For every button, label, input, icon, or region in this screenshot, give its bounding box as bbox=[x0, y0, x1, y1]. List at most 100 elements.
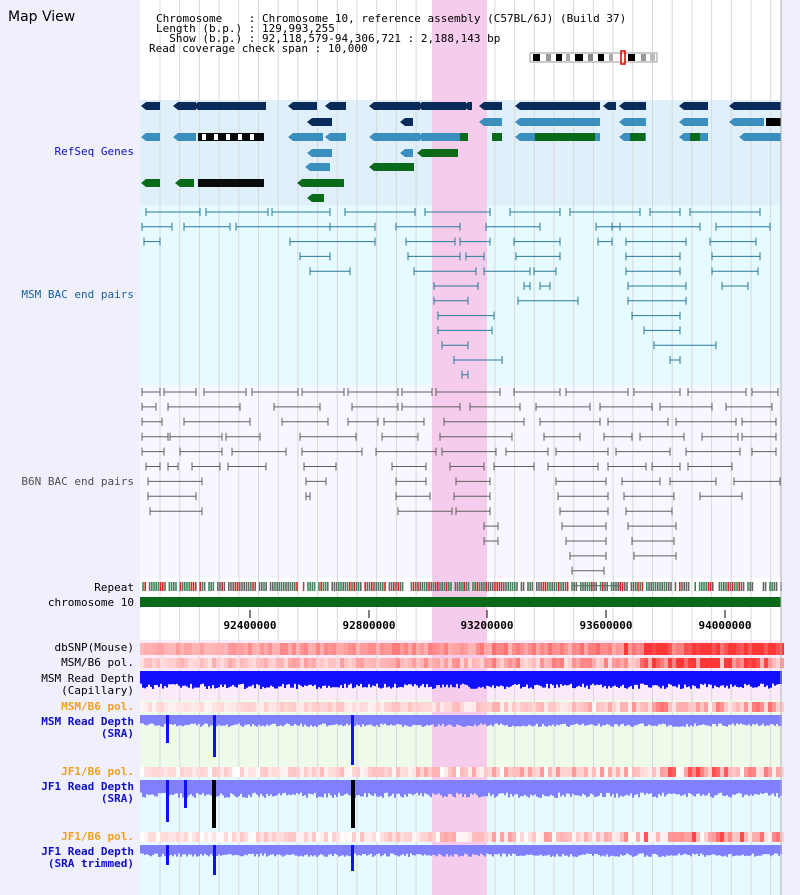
jf1-pol-heat-cell bbox=[644, 767, 648, 777]
dbsnp-heat-cell bbox=[740, 643, 744, 655]
jf1-sra-depth-bar bbox=[706, 780, 708, 796]
dbsnp-heat-cell bbox=[288, 643, 292, 655]
jf1-sra-depth-bar bbox=[358, 780, 360, 796]
dbsnp-heat-cell bbox=[640, 643, 644, 655]
msm-pol-heat-cell bbox=[776, 658, 780, 668]
msm-pol2-heat-cell bbox=[308, 702, 312, 712]
jf1-sra-depth-bar bbox=[462, 780, 464, 798]
jf1-pol-heat-cell bbox=[448, 767, 452, 777]
jf1-sra-depth-bar bbox=[414, 780, 416, 795]
repeat-element bbox=[511, 582, 514, 591]
msm-pol2-heat-cell bbox=[352, 702, 356, 712]
jf1-pol2-heat-cell bbox=[364, 832, 368, 842]
dbsnp-heat-cell bbox=[748, 643, 752, 655]
jf1-trim-depth-bar bbox=[412, 845, 414, 856]
jf1-trim-depth-bar bbox=[496, 845, 498, 855]
repeat-element bbox=[397, 582, 399, 591]
jf1-pol-heat-cell bbox=[568, 767, 572, 777]
jf1-trim-depth-bar bbox=[538, 845, 540, 856]
jf1-sra-depth-bar bbox=[712, 780, 714, 798]
repeat-element bbox=[467, 582, 470, 591]
msm-cap-depth-bar bbox=[398, 671, 400, 688]
jf1-sra-depth-bar bbox=[452, 780, 454, 797]
msm-sra-depth-bar bbox=[362, 715, 364, 725]
jf1-trim-depth-bar bbox=[400, 845, 402, 856]
jf1-pol2-heat-cell bbox=[324, 832, 328, 842]
repeat-element bbox=[637, 582, 639, 591]
dbsnp-heat-cell bbox=[688, 643, 692, 655]
jf1-trim-depth-bar bbox=[374, 845, 376, 856]
msm-cap-depth-bar bbox=[332, 671, 334, 688]
track-label-chromosome: chromosome 10 bbox=[47, 596, 134, 609]
msm-pol-heat-cell bbox=[308, 658, 312, 668]
msm-cap-depth-bar bbox=[378, 671, 380, 688]
jf1-sra-depth-bar bbox=[284, 780, 286, 793]
dbsnp-heat-cell bbox=[144, 643, 148, 655]
jf1-pol2-heat-cell bbox=[640, 832, 644, 842]
dbsnp-heat-cell bbox=[524, 643, 528, 655]
msm-pol-heat-cell bbox=[216, 658, 220, 668]
msm-sra-depth-bar bbox=[222, 715, 224, 726]
jf1-trim-depth-bar bbox=[724, 845, 726, 856]
jf1-trim-depth-bar bbox=[154, 845, 156, 854]
msm-cap-depth-bar bbox=[484, 671, 486, 689]
jf1-sra-depth-bar bbox=[304, 780, 306, 796]
msm-cap-depth-bar bbox=[292, 671, 294, 688]
track-label-jf1-b6-pol-2: JF1/B6 pol. bbox=[61, 830, 134, 843]
gene-arrow bbox=[173, 102, 178, 110]
msm-pol2-heat-cell bbox=[392, 702, 396, 712]
msm-sra-depth-bar bbox=[466, 715, 468, 726]
jf1-pol-heat-cell bbox=[556, 767, 560, 777]
jf1-pol-heat-cell bbox=[376, 767, 380, 777]
jf1-trim-depth-bar bbox=[534, 845, 536, 856]
jf1-sra-depth-bar bbox=[532, 780, 534, 796]
msm-pol2-heat-cell bbox=[420, 702, 424, 712]
jf1-pol2-heat-cell bbox=[544, 832, 548, 842]
gene-intron-gap bbox=[226, 134, 230, 140]
msm-cap-depth-bar bbox=[522, 671, 524, 687]
jf1-sra-depth-bar bbox=[776, 780, 778, 794]
jf1-trim-depth-bar bbox=[176, 845, 178, 857]
msm-pol2-heat-cell bbox=[176, 702, 180, 712]
jf1-trim-depth-bar bbox=[732, 845, 734, 857]
gene-arrow bbox=[619, 133, 624, 141]
repeat-element bbox=[245, 582, 248, 591]
gene-feature bbox=[312, 149, 332, 157]
jf1-pol-heat-cell bbox=[616, 767, 620, 777]
msm-sra-depth-bar bbox=[314, 715, 316, 726]
jf1-pol-heat-cell bbox=[680, 767, 684, 777]
repeat-element bbox=[151, 582, 153, 591]
dbsnp-heat-cell bbox=[692, 643, 696, 655]
ideogram-position-marker bbox=[620, 50, 626, 65]
show-value: 92,118,579-94,306,721 : 2,188,143 bp bbox=[261, 32, 501, 45]
msm-sra-depth-bar bbox=[320, 715, 322, 725]
jf1-sra-depth-bar bbox=[710, 780, 712, 797]
msm-cap-depth-bar bbox=[272, 671, 274, 687]
msm-cap-depth-bar bbox=[620, 671, 622, 687]
jf1-pol-heat-cell bbox=[740, 767, 744, 777]
jf1-pol2-heat-cell bbox=[672, 832, 676, 842]
coverage-key: Read coverage check span bbox=[149, 42, 308, 55]
jf1-sra-depth-bar bbox=[488, 780, 490, 793]
jf1-pol2-heat-cell bbox=[388, 832, 392, 842]
repeat-element bbox=[432, 582, 435, 591]
jf1-sra-depth-bar bbox=[346, 780, 348, 794]
msm-pol-heat-cell bbox=[676, 658, 680, 668]
msm-sra-depth-bar bbox=[758, 715, 760, 726]
jf1-trim-depth-bar bbox=[754, 845, 756, 857]
jf1-trim-depth-bar bbox=[682, 845, 684, 855]
jf1-pol2-heat-cell bbox=[572, 832, 576, 842]
gene-arrow bbox=[417, 133, 422, 141]
msm-sra-depth-bar bbox=[612, 715, 614, 727]
msm-cap-depth-bar bbox=[756, 671, 758, 688]
msm-pol2-heat-cell bbox=[712, 702, 716, 712]
jf1-sra-depth-bar bbox=[340, 780, 342, 796]
msm-cap-depth-bar bbox=[588, 671, 590, 689]
jf1-pol-heat-cell bbox=[204, 767, 208, 777]
msm-pol2-heat-cell bbox=[728, 702, 732, 712]
jf1-trim-depth-bar bbox=[492, 845, 494, 857]
dbsnp-heat-cell bbox=[588, 643, 592, 655]
repeat-element bbox=[503, 582, 505, 591]
msm-pol-heat-cell bbox=[444, 658, 448, 668]
